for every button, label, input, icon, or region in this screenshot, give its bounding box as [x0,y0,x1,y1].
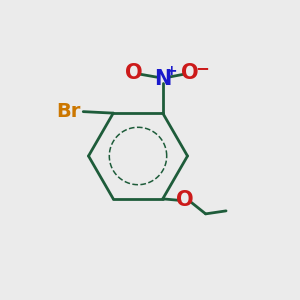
Text: +: + [165,64,177,78]
Text: O: O [181,63,199,83]
Text: −: − [195,59,209,77]
Text: O: O [125,63,142,83]
Text: Br: Br [56,102,80,121]
Text: O: O [176,190,194,210]
Text: N: N [154,69,171,88]
